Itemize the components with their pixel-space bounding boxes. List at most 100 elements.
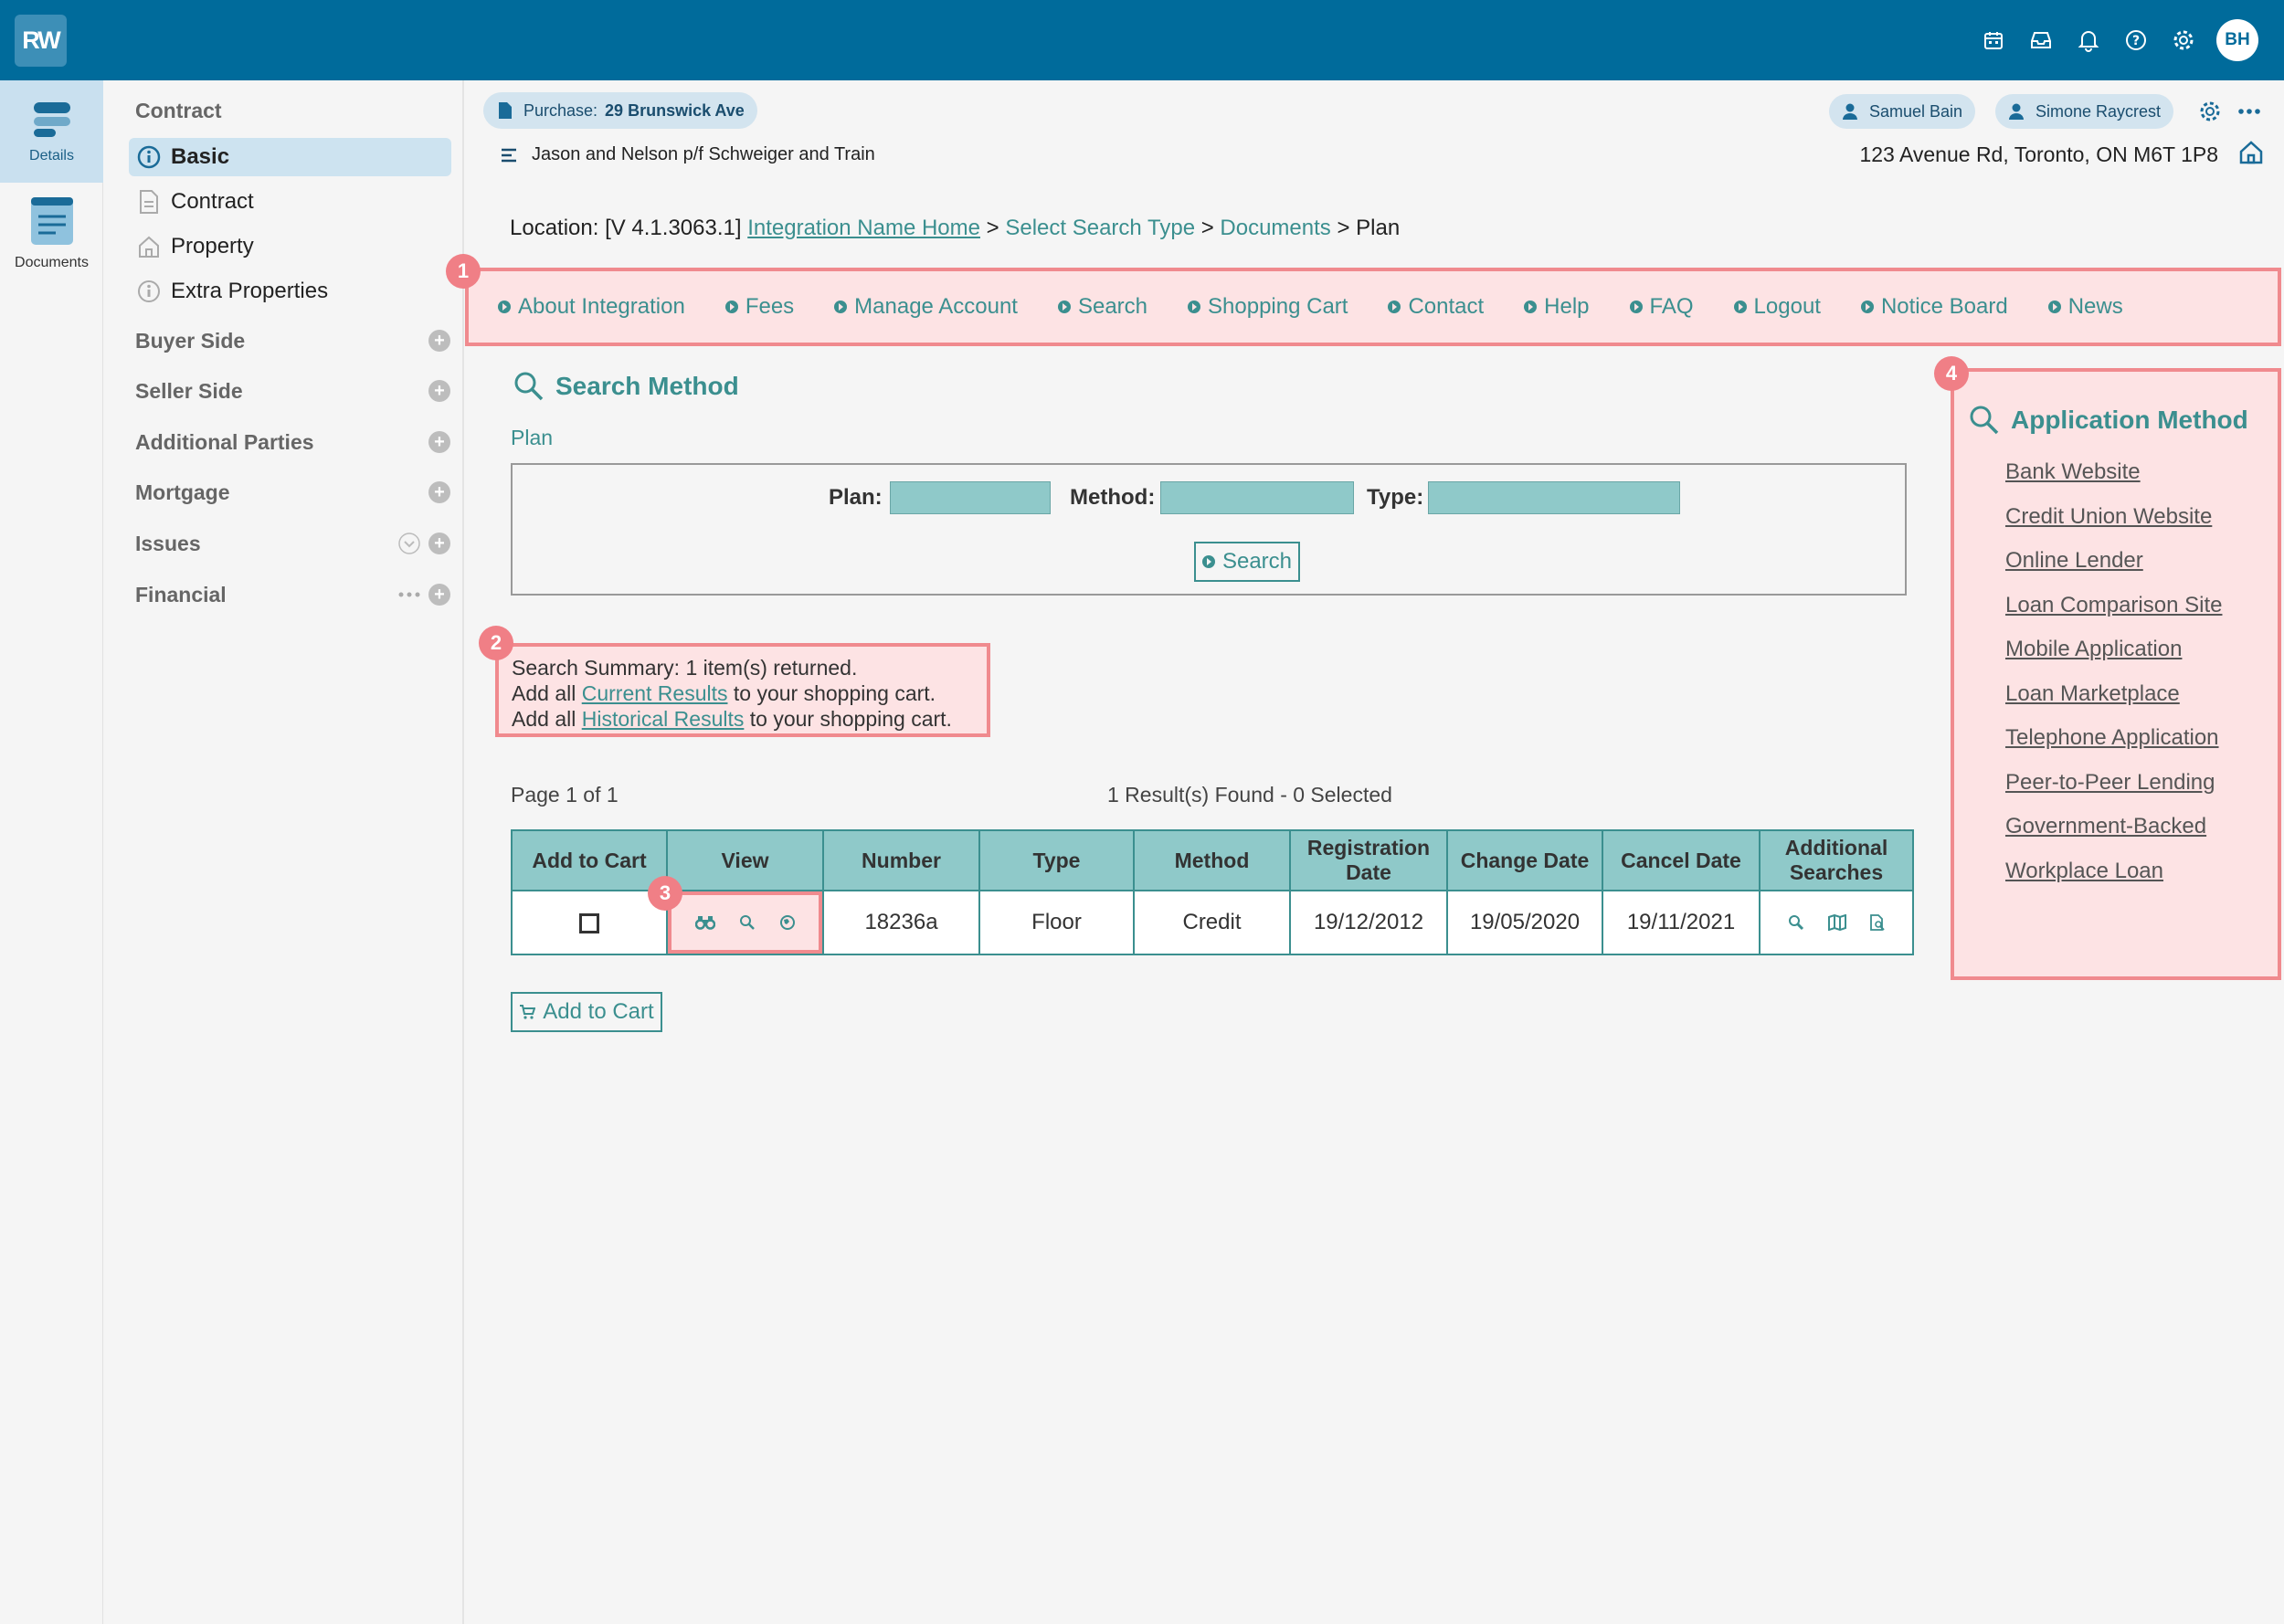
sidebar-section-mortgage[interactable]: Mortgage + — [135, 474, 450, 511]
result-count: 1 Result(s) Found - 0 Selected — [1107, 783, 1392, 807]
app-link-government-backed[interactable]: Government-Backed — [2005, 814, 2207, 838]
annotation-badge-4: 4 — [1934, 356, 1969, 391]
sidebar-section-financial[interactable]: Financial + — [135, 576, 450, 613]
map-icon[interactable] — [1828, 914, 1846, 931]
arrow-circle-icon — [1388, 301, 1401, 313]
search-button[interactable]: Search — [1194, 542, 1300, 582]
nav-manage-account[interactable]: Manage Account — [834, 294, 1018, 320]
sidebar-section-buyer-side[interactable]: Buyer Side + — [135, 322, 450, 359]
add-to-cart-button[interactable]: Add to Cart — [511, 992, 662, 1032]
nav-logout[interactable]: Logout — [1733, 294, 1821, 320]
app-link-telephone-application[interactable]: Telephone Application — [2005, 725, 2219, 750]
user-chip-samuel[interactable]: Samuel Bain — [1829, 94, 1976, 129]
gear-icon[interactable] — [2160, 16, 2207, 64]
app-link-credit-union-website[interactable]: Credit Union Website — [2005, 504, 2213, 529]
search-icon — [514, 372, 544, 401]
plan-input[interactable] — [890, 481, 1051, 514]
app-link-online-lender[interactable]: Online Lender — [2005, 548, 2143, 573]
nav-news[interactable]: News — [2047, 294, 2123, 320]
nav-faq[interactable]: FAQ — [1629, 294, 1694, 320]
person-icon — [2009, 103, 2024, 120]
sidebar-item-label: Contract — [171, 189, 254, 214]
globe-icon[interactable] — [779, 914, 796, 931]
nav-shopping-cart[interactable]: Shopping Cart — [1188, 294, 1348, 320]
breadcrumb-separator: > — [1337, 216, 1350, 240]
home-icon[interactable] — [2238, 140, 2264, 165]
purchase-label: Purchase: — [523, 100, 598, 120]
more-icon[interactable] — [397, 591, 421, 598]
arrow-circle-icon — [498, 301, 511, 313]
info-icon — [136, 279, 162, 304]
app-link-mobile-application[interactable]: Mobile Application — [2005, 637, 2183, 661]
inbox-icon[interactable] — [2017, 16, 2065, 64]
breadcrumb-separator: > — [1200, 216, 1214, 240]
app-link-peer-to-peer-lending[interactable]: Peer-to-Peer Lending — [2005, 770, 2215, 795]
breadcrumb-link-home[interactable]: Integration Name Home — [747, 216, 980, 240]
nav-label: FAQ — [1649, 294, 1694, 319]
historical-results-link[interactable]: Historical Results — [581, 707, 745, 731]
plan-label: Plan: — [829, 485, 883, 510]
add-icon[interactable]: + — [428, 380, 450, 402]
registration-date-cell: 19/12/2012 — [1289, 890, 1448, 955]
rail-item-details[interactable]: Details — [0, 80, 103, 183]
breadcrumb-documents[interactable]: Documents — [1220, 216, 1331, 240]
add-icon[interactable]: + — [428, 584, 450, 606]
nav-help[interactable]: Help — [1524, 294, 1590, 320]
magnifier-icon[interactable] — [739, 914, 756, 931]
user-avatar[interactable]: BH — [2216, 19, 2258, 61]
user-chip-simone[interactable]: Simone Raycrest — [1995, 94, 2174, 129]
sidebar-section-additional-parties[interactable]: Additional Parties + — [135, 424, 450, 460]
nav-contact[interactable]: Contact — [1388, 294, 1484, 320]
breadcrumb: Location: [V 4.1.3063.1] Integration Nam… — [510, 216, 1400, 241]
more-options-icon[interactable] — [2237, 108, 2261, 115]
add-icon[interactable]: + — [428, 533, 450, 554]
calendar-icon[interactable] — [1970, 16, 2017, 64]
type-input[interactable] — [1428, 481, 1680, 514]
sidebar: Contract Basic Contract Property Extra P… — [103, 80, 464, 1624]
sidebar-item-property[interactable]: Property — [129, 227, 451, 266]
arrow-circle-icon — [1188, 301, 1201, 313]
app-link-workplace-loan[interactable]: Workplace Loan — [2005, 859, 2163, 883]
app-link-loan-comparison-site[interactable]: Loan Comparison Site — [2005, 593, 2223, 617]
nav-about-integration[interactable]: About Integration — [498, 294, 685, 320]
summary-historical-line: Add all Historical Results to your shopp… — [512, 706, 987, 732]
chevron-down-icon[interactable] — [397, 532, 421, 555]
arrow-circle-icon — [1057, 301, 1071, 313]
details-icon — [33, 102, 70, 137]
sidebar-section-issues[interactable]: Issues + — [135, 525, 450, 562]
add-icon[interactable]: + — [428, 431, 450, 453]
purchase-value: 29 Brunswick Ave — [605, 100, 745, 120]
file-icon — [499, 102, 512, 119]
method-input[interactable] — [1160, 481, 1354, 514]
search-form: Plan: Method: Type: Search — [511, 463, 1907, 596]
add-to-cart-checkbox[interactable] — [579, 912, 599, 933]
arrow-circle-icon — [1733, 301, 1747, 313]
add-to-cart-cell — [511, 890, 668, 955]
sidebar-section-seller-side[interactable]: Seller Side + — [135, 373, 450, 409]
summary-text: Add all — [512, 707, 576, 731]
search-button-label: Search — [1221, 549, 1293, 574]
settings-icon[interactable] — [2198, 100, 2222, 123]
nav-fees[interactable]: Fees — [724, 294, 794, 320]
sidebar-item-contract[interactable]: Contract — [129, 183, 451, 221]
app-logo[interactable]: RW — [15, 15, 67, 67]
add-icon[interactable]: + — [428, 330, 450, 352]
rail-item-documents[interactable]: Documents — [0, 183, 103, 285]
nav-notice-board[interactable]: Notice Board — [1860, 294, 2008, 320]
app-link-bank-website[interactable]: Bank Website — [2005, 459, 2141, 484]
document-search-icon[interactable] — [1870, 914, 1885, 931]
annotation-badge-1: 1 — [446, 254, 481, 289]
current-results-link[interactable]: Current Results — [581, 681, 728, 705]
bell-icon[interactable] — [2065, 16, 2112, 64]
sidebar-item-basic[interactable]: Basic — [129, 138, 451, 176]
parties-text: Jason and Nelson p/f Schweiger and Train — [532, 144, 875, 164]
purchase-chip[interactable]: Purchase: 29 Brunswick Ave — [483, 92, 757, 129]
add-icon[interactable]: + — [428, 481, 450, 503]
search-icon[interactable] — [1788, 914, 1804, 931]
binoculars-icon[interactable] — [694, 914, 715, 931]
breadcrumb-select-search-type[interactable]: Select Search Type — [1005, 216, 1196, 240]
app-link-loan-marketplace[interactable]: Loan Marketplace — [2005, 681, 2180, 706]
sidebar-item-extra-properties[interactable]: Extra Properties — [129, 272, 451, 311]
help-icon[interactable]: ? — [2112, 16, 2160, 64]
nav-search[interactable]: Search — [1057, 294, 1147, 320]
